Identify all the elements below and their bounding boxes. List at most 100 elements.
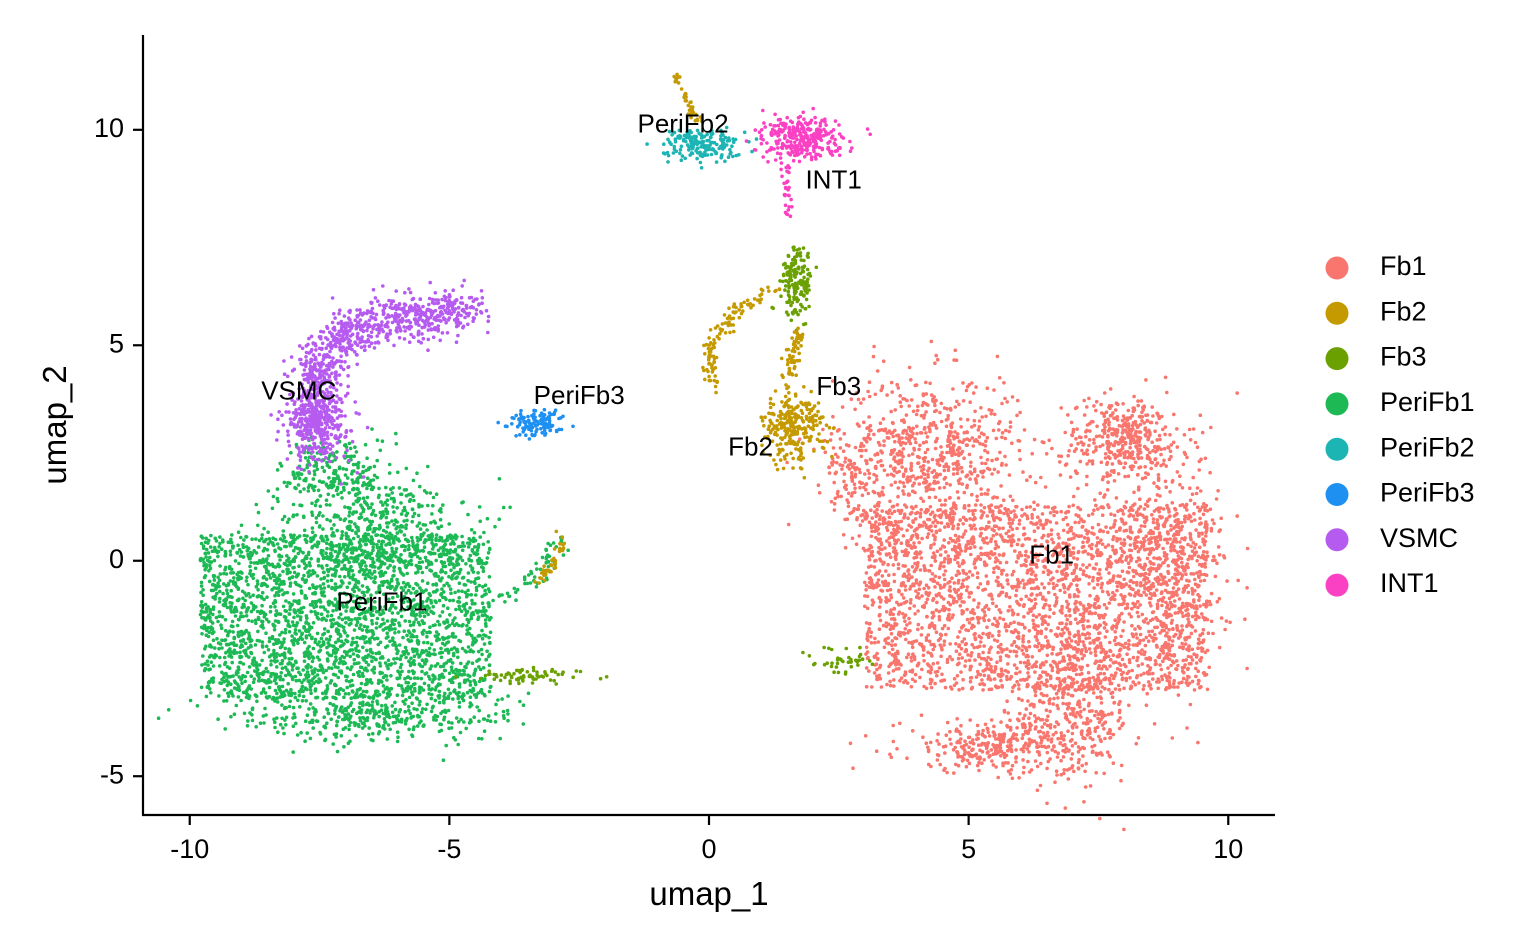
point-fb1 bbox=[946, 617, 950, 622]
point-perifb1 bbox=[449, 726, 454, 730]
point-perifb1 bbox=[489, 615, 493, 620]
point-fb1 bbox=[1114, 529, 1119, 534]
point-perifb1 bbox=[156, 716, 161, 720]
point-perifb1 bbox=[407, 659, 411, 663]
point-perifb1 bbox=[228, 579, 233, 583]
point-perifb1 bbox=[476, 576, 481, 580]
point-perifb1 bbox=[202, 623, 207, 628]
point-perifb1 bbox=[433, 664, 438, 668]
point-fb1 bbox=[925, 614, 929, 619]
point-perifb1 bbox=[310, 546, 314, 550]
point-perifb1 bbox=[216, 549, 221, 554]
point-perifb1 bbox=[260, 560, 264, 564]
point-perifb1 bbox=[465, 623, 469, 628]
point-perifb1 bbox=[222, 582, 226, 586]
point-perifb1 bbox=[477, 583, 482, 588]
point-perifb1 bbox=[346, 526, 350, 531]
point-perifb1 bbox=[217, 664, 222, 668]
point-perifb1 bbox=[364, 628, 369, 633]
point-perifb1 bbox=[253, 618, 258, 622]
point-perifb1 bbox=[355, 635, 359, 640]
point-perifb1 bbox=[247, 684, 252, 688]
point-perifb1 bbox=[288, 570, 292, 575]
point-perifb1 bbox=[442, 583, 446, 588]
point-fb1 bbox=[933, 559, 938, 563]
point-fb1 bbox=[1073, 617, 1078, 621]
point-perifb1 bbox=[217, 578, 222, 583]
point-perifb1 bbox=[317, 513, 321, 517]
point-perifb1 bbox=[314, 516, 319, 520]
point-perifb1 bbox=[263, 706, 267, 711]
point-fb1 bbox=[1054, 521, 1059, 525]
point-perifb1 bbox=[387, 471, 392, 475]
point-perifb1 bbox=[408, 631, 412, 635]
point-perifb1 bbox=[470, 661, 475, 665]
point-perifb1 bbox=[357, 626, 362, 630]
point-perifb1 bbox=[333, 640, 338, 645]
point-perifb1 bbox=[351, 690, 355, 694]
point-perifb1 bbox=[395, 577, 399, 582]
point-fb1 bbox=[1029, 598, 1034, 603]
point-perifb1 bbox=[293, 691, 297, 696]
point-perifb1 bbox=[260, 536, 264, 541]
point-perifb1 bbox=[273, 688, 278, 693]
point-perifb1 bbox=[468, 704, 472, 709]
point-perifb1 bbox=[477, 708, 482, 713]
point-perifb1 bbox=[384, 521, 389, 525]
point-perifb1 bbox=[241, 596, 245, 601]
point-perifb1 bbox=[433, 688, 438, 692]
point-perifb1 bbox=[267, 685, 272, 690]
point-perifb1 bbox=[249, 560, 253, 565]
point-fb1 bbox=[961, 677, 965, 682]
point-perifb1 bbox=[423, 555, 428, 560]
point-fb1 bbox=[1107, 601, 1112, 605]
point-perifb1 bbox=[266, 489, 271, 493]
point-perifb1 bbox=[429, 696, 434, 701]
point-fb1 bbox=[1109, 512, 1113, 516]
point-perifb1 bbox=[308, 602, 313, 607]
point-perifb1 bbox=[375, 693, 380, 698]
point-fb1 bbox=[1176, 579, 1181, 583]
point-perifb1 bbox=[426, 464, 430, 469]
point-perifb1 bbox=[308, 652, 313, 656]
point-perifb1 bbox=[412, 686, 417, 691]
point-perifb1 bbox=[303, 719, 308, 723]
point-perifb1 bbox=[230, 660, 234, 665]
point-perifb1 bbox=[444, 538, 448, 543]
point-fb1 bbox=[908, 601, 913, 605]
point-perifb1 bbox=[284, 539, 288, 544]
point-perifb1 bbox=[329, 540, 334, 545]
point-perifb1 bbox=[479, 647, 484, 652]
point-perifb1 bbox=[393, 627, 397, 631]
point-perifb1 bbox=[485, 516, 490, 521]
point-perifb1 bbox=[384, 674, 389, 678]
point-perifb1 bbox=[326, 485, 331, 490]
point-fb1 bbox=[968, 517, 972, 521]
point-perifb1 bbox=[469, 528, 474, 532]
point-fb1 bbox=[1078, 567, 1083, 571]
point-perifb1 bbox=[212, 575, 216, 579]
point-perifb1 bbox=[222, 571, 226, 576]
point-perifb1 bbox=[402, 505, 407, 510]
point-perifb1 bbox=[447, 522, 452, 526]
point-perifb1 bbox=[270, 587, 274, 592]
point-perifb1 bbox=[343, 715, 348, 719]
point-perifb1 bbox=[364, 710, 369, 715]
point-fb1 bbox=[1058, 588, 1062, 593]
point-perifb1 bbox=[286, 619, 290, 623]
point-fb1 bbox=[1059, 509, 1063, 514]
point-perifb1 bbox=[372, 713, 377, 718]
point-perifb1 bbox=[359, 681, 364, 686]
point-perifb1 bbox=[284, 599, 288, 603]
point-perifb1 bbox=[484, 657, 488, 662]
point-perifb1 bbox=[461, 622, 465, 627]
point-perifb1 bbox=[427, 653, 432, 658]
point-perifb1 bbox=[245, 575, 249, 580]
point-perifb1 bbox=[324, 482, 329, 487]
point-perifb1 bbox=[347, 617, 351, 622]
point-fb1 bbox=[1123, 505, 1128, 510]
point-perifb1 bbox=[374, 621, 379, 626]
point-perifb1 bbox=[325, 614, 330, 618]
point-perifb1 bbox=[206, 626, 211, 630]
point-perifb1 bbox=[347, 581, 352, 585]
